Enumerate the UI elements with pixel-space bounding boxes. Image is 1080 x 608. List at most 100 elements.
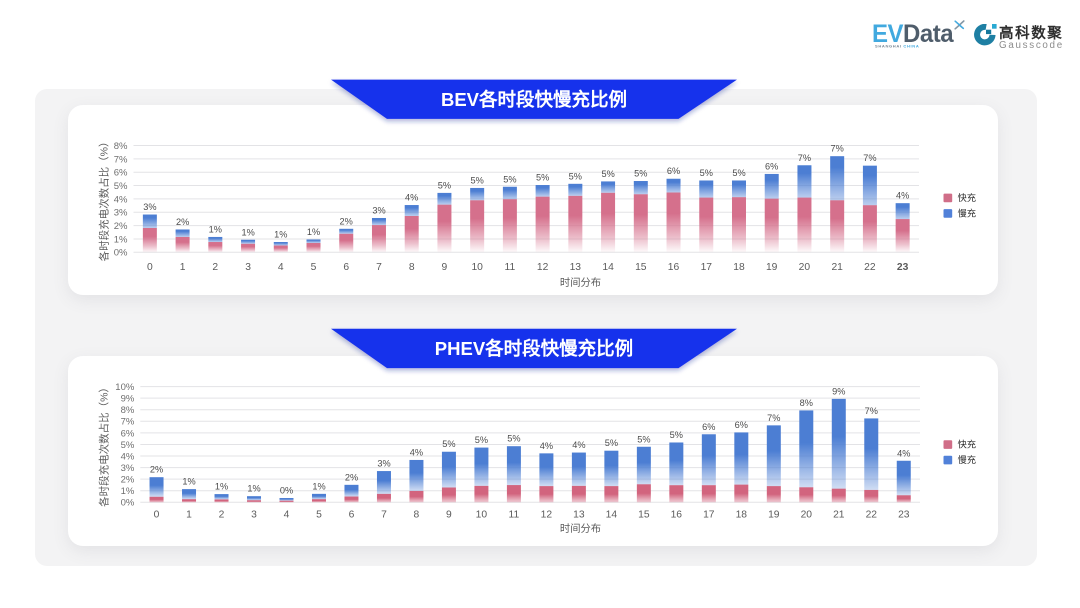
svg-text:6%: 6% [667, 166, 680, 176]
svg-text:7: 7 [381, 510, 387, 521]
svg-text:5%: 5% [507, 434, 520, 444]
svg-text:5%: 5% [670, 430, 683, 440]
svg-text:5%: 5% [536, 173, 549, 183]
svg-text:13: 13 [570, 262, 582, 273]
svg-text:5%: 5% [438, 180, 451, 190]
svg-text:9%: 9% [121, 394, 135, 405]
svg-text:BEV各时段快慢充比例: BEV各时段快慢充比例 [441, 89, 627, 110]
svg-text:5%: 5% [634, 169, 647, 179]
svg-text:16: 16 [671, 510, 683, 521]
svg-text:10: 10 [471, 262, 483, 273]
svg-text:11: 11 [509, 510, 520, 521]
svg-text:5%: 5% [442, 439, 455, 449]
svg-text:0%: 0% [280, 486, 293, 496]
svg-text:5%: 5% [471, 175, 484, 185]
svg-text:时间分布: 时间分布 [560, 276, 601, 289]
svg-text:7%: 7% [863, 153, 876, 163]
svg-text:5%: 5% [503, 174, 516, 184]
svg-text:0%: 0% [121, 498, 135, 509]
svg-text:6%: 6% [121, 428, 135, 439]
svg-text:9: 9 [446, 510, 452, 521]
svg-text:慢充: 慢充 [958, 207, 977, 218]
svg-text:19: 19 [766, 262, 778, 273]
svg-text:1%: 1% [182, 477, 195, 487]
svg-text:6%: 6% [114, 168, 128, 179]
svg-text:5%: 5% [569, 171, 582, 181]
svg-text:5%: 5% [637, 434, 650, 444]
svg-text:11: 11 [505, 262, 516, 273]
svg-text:PHEV各时段快慢充比例: PHEV各时段快慢充比例 [435, 338, 633, 359]
svg-text:20: 20 [799, 262, 811, 273]
svg-text:时间分布: 时间分布 [560, 522, 601, 535]
svg-text:18: 18 [736, 510, 748, 521]
svg-text:7%: 7% [798, 153, 811, 163]
svg-text:8: 8 [409, 262, 415, 273]
svg-text:6: 6 [349, 510, 355, 521]
svg-text:2%: 2% [176, 217, 189, 227]
svg-text:23: 23 [897, 262, 909, 273]
svg-text:15: 15 [638, 510, 650, 521]
svg-text:14: 14 [606, 510, 618, 521]
svg-text:8: 8 [414, 510, 420, 521]
svg-text:2%: 2% [340, 216, 353, 226]
svg-text:6%: 6% [702, 422, 715, 432]
svg-text:4%: 4% [897, 448, 910, 458]
svg-text:3%: 3% [143, 202, 156, 212]
svg-text:各时段充电次数占比（%）: 各时段充电次数占比（%） [98, 136, 111, 261]
svg-text:4: 4 [284, 510, 290, 521]
svg-text:15: 15 [635, 262, 647, 273]
svg-text:快充: 快充 [958, 192, 977, 203]
svg-text:1%: 1% [215, 482, 228, 492]
svg-text:6%: 6% [735, 420, 748, 430]
svg-text:7%: 7% [831, 144, 844, 154]
svg-text:17: 17 [703, 510, 715, 521]
svg-text:7%: 7% [865, 406, 878, 416]
svg-text:1%: 1% [241, 227, 254, 237]
svg-text:21: 21 [833, 510, 845, 521]
svg-text:17: 17 [701, 262, 713, 273]
svg-text:7: 7 [376, 262, 382, 273]
svg-text:1%: 1% [247, 484, 260, 494]
svg-text:18: 18 [733, 262, 745, 273]
svg-text:16: 16 [668, 262, 680, 273]
svg-text:5%: 5% [732, 168, 745, 178]
svg-text:各时段充电次数占比（%）: 各时段充电次数占比（%） [98, 382, 111, 507]
svg-text:0%: 0% [114, 248, 128, 259]
svg-text:12: 12 [541, 510, 553, 521]
svg-text:4%: 4% [114, 194, 128, 205]
svg-text:22: 22 [864, 262, 876, 273]
svg-text:1%: 1% [274, 230, 287, 240]
svg-text:7%: 7% [114, 154, 128, 165]
svg-text:1%: 1% [312, 481, 325, 491]
svg-text:6: 6 [343, 262, 349, 273]
svg-text:4%: 4% [572, 440, 585, 450]
svg-text:12: 12 [537, 262, 549, 273]
svg-text:2: 2 [212, 262, 218, 273]
svg-text:1: 1 [180, 262, 186, 273]
svg-text:5%: 5% [605, 438, 618, 448]
svg-text:7%: 7% [767, 413, 780, 423]
svg-text:19: 19 [768, 510, 780, 521]
svg-text:5%: 5% [475, 435, 488, 445]
svg-text:3: 3 [251, 510, 257, 521]
svg-text:10%: 10% [115, 382, 135, 393]
svg-text:21: 21 [831, 262, 843, 273]
svg-text:13: 13 [573, 510, 585, 521]
svg-text:9: 9 [442, 262, 448, 273]
svg-text:5: 5 [316, 510, 322, 521]
svg-text:0: 0 [147, 262, 153, 273]
svg-text:1%: 1% [307, 227, 320, 237]
svg-text:3%: 3% [372, 205, 385, 215]
svg-text:2%: 2% [150, 465, 163, 475]
svg-text:5%: 5% [601, 169, 614, 179]
svg-text:2%: 2% [345, 472, 358, 482]
svg-text:1%: 1% [114, 234, 128, 245]
svg-text:1%: 1% [121, 486, 135, 497]
svg-text:慢充: 慢充 [958, 454, 977, 465]
svg-text:22: 22 [866, 510, 878, 521]
svg-text:4: 4 [278, 262, 284, 273]
svg-text:1: 1 [186, 510, 192, 521]
svg-text:2: 2 [219, 510, 225, 521]
svg-text:10: 10 [476, 510, 488, 521]
svg-text:1%: 1% [209, 224, 222, 234]
